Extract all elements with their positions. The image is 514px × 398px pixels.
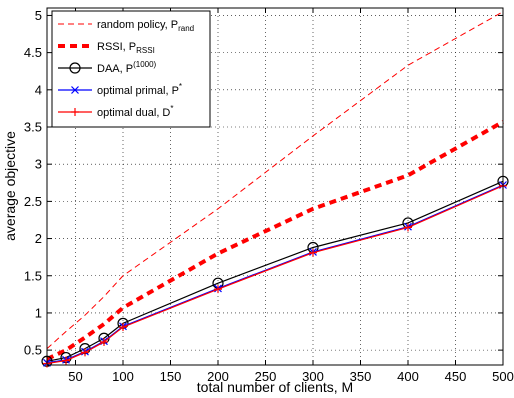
legend-label-script-2: (1000) (133, 60, 156, 69)
series-4-point-5 (214, 285, 222, 294)
legend-label-main-1: RSSI, P (97, 41, 136, 53)
legend-label-script-1: RSSI (136, 46, 155, 55)
legend-label-script-0: rand (178, 24, 194, 33)
x-tick-label-8: 450 (445, 369, 467, 384)
legend-label-main-3: optimal primal, P (97, 85, 179, 97)
plot-frame (46, 7, 504, 366)
y-tick-label-9: 5 (35, 8, 42, 23)
x-tick-label-4: 250 (255, 369, 277, 384)
x-tick-label-0: 50 (68, 369, 82, 384)
x-tick-label-3: 200 (207, 369, 229, 384)
ticks: 50 100 150 200 250 300 350 400 450 500 0.5 1 1.5 2 2.5… (24, 8, 514, 384)
y-axis-label: average objective (2, 131, 18, 241)
x-tick-label-5: 300 (302, 369, 324, 384)
series-line-0 (46, 11, 504, 350)
y-tick-label-7: 4 (35, 82, 42, 97)
y-tick-label-8: 4.5 (24, 45, 42, 60)
y-tick-label-5: 3 (35, 157, 42, 172)
legend-label-0: random policy, Prand (97, 19, 194, 33)
series-layer (41, 11, 509, 368)
y-tick-label-3: 2 (35, 231, 42, 246)
y-tick-label-4: 2.5 (24, 194, 42, 209)
legend-label-script-3: * (179, 82, 182, 91)
legend-label-script-4: * (170, 104, 173, 113)
legend-label-main-4: optimal dual, D (97, 107, 170, 119)
x-tick-label-1: 100 (112, 369, 134, 384)
legend-label-2: DAA, P(1000) (97, 60, 157, 75)
series-4-point-6 (309, 248, 317, 257)
series-4-point-2 (81, 348, 89, 357)
y-tick-label-0: 0.5 (24, 343, 42, 358)
legend-marker-4 (71, 108, 79, 116)
legend-label-4: optimal dual, D* (97, 104, 174, 119)
legend-marker-3-stroke-b (71, 86, 79, 94)
x-tick-label-2: 150 (160, 369, 182, 384)
series-4-point-1 (62, 356, 70, 365)
legend-label-main-2: DAA, P (97, 63, 133, 75)
series-line-1 (46, 120, 504, 361)
x-tick-label-9: 500 (492, 369, 514, 384)
legend-marker-3 (71, 86, 79, 94)
legend-label-main-0: random policy, P (97, 19, 178, 31)
legend-label-1: RSSI, PRSSI (97, 41, 155, 55)
y-tick-label-1: 1 (35, 305, 42, 320)
legend-label-3: optimal primal, P* (97, 82, 182, 97)
x-tick-label-7: 400 (397, 369, 419, 384)
y-tick-label-2: 1.5 (24, 268, 42, 283)
legend-box (51, 10, 211, 128)
series-4-point-3 (100, 337, 108, 346)
legend-marker-2 (69, 62, 81, 74)
series-4-point-7 (404, 223, 412, 232)
x-axis-label: total number of clients, M (197, 379, 353, 395)
y-tick-label-6: 3.5 (24, 120, 42, 135)
x-tick-label-6: 350 (350, 369, 372, 384)
series-4-point-4 (119, 323, 127, 332)
